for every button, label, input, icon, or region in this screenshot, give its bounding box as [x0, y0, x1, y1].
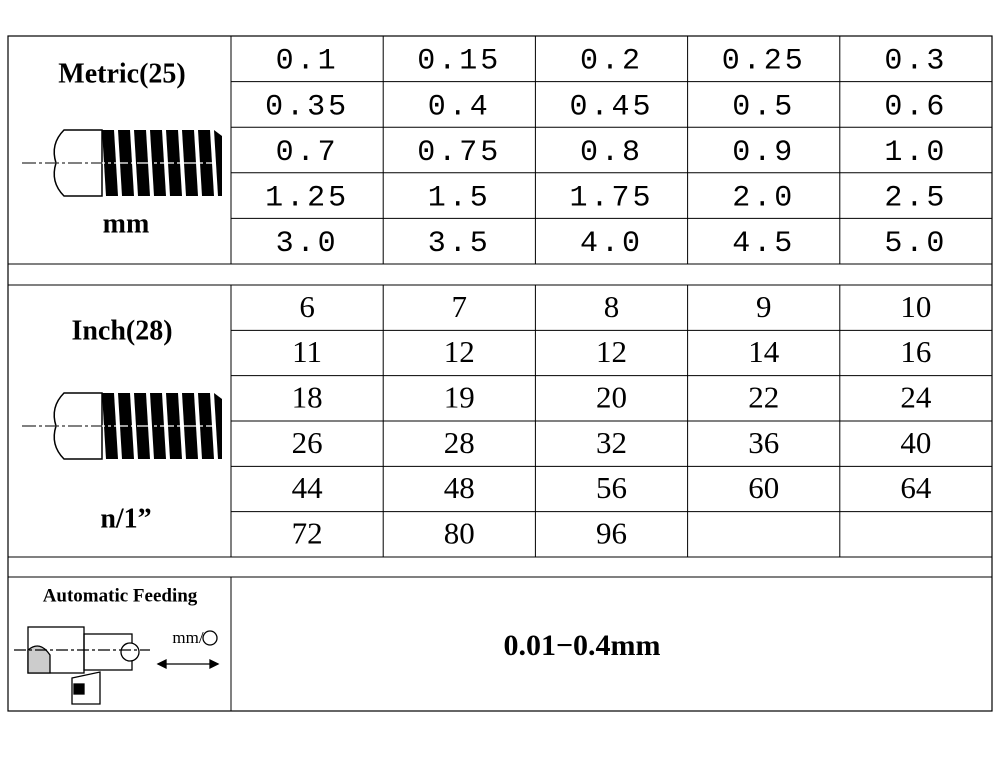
cell-value: 36: [748, 425, 779, 460]
cell-value: 14: [748, 334, 780, 369]
metric-thread-icon: [21, 129, 223, 197]
cell-value: 0.35: [265, 90, 349, 124]
cell-value: 0.5: [732, 90, 795, 124]
cell-value: 48: [444, 470, 475, 505]
cell-value: 12: [444, 334, 475, 369]
cell-value: 1.25: [265, 182, 349, 216]
feeding-icon: [14, 626, 220, 705]
section-unit: mm: [103, 208, 150, 239]
section-label: Metric(25): [58, 58, 185, 89]
cell-value: 0.1: [276, 45, 339, 79]
cell-value: 0.3: [884, 45, 947, 79]
section-label: Inch(28): [71, 315, 172, 346]
cell-value: 3.0: [276, 227, 339, 261]
feeding-value: 0.01−0.4mm: [503, 629, 660, 662]
cell-value: 4.5: [732, 227, 795, 261]
cell-value: 32: [596, 425, 627, 460]
cell-value: 0.8: [580, 136, 643, 170]
cell-value: 3.5: [428, 227, 491, 261]
section-unit: n/1”: [100, 503, 151, 534]
cell-value: 26: [292, 425, 323, 460]
cell-value: 11: [292, 334, 322, 369]
cell-value: 19: [444, 379, 475, 414]
cell-value: 18: [292, 379, 323, 414]
cell-value: 0.15: [417, 45, 501, 79]
inch-thread-icon: [21, 392, 223, 460]
cell-value: 0.45: [569, 90, 653, 124]
cell-value: 20: [596, 379, 627, 414]
cell-value: 7: [452, 289, 468, 324]
cell-value: 12: [596, 334, 627, 369]
feeding-label: Automatic Feeding: [43, 585, 198, 606]
cell-value: 8: [604, 289, 620, 324]
cell-value: 96: [596, 515, 627, 550]
cell-value: 0.4: [428, 90, 491, 124]
cell-value: 24: [900, 379, 932, 414]
cell-value: 0.6: [884, 90, 947, 124]
cell-value: 10: [900, 289, 931, 324]
cell-value: 6: [299, 289, 315, 324]
cell-value: 40: [900, 425, 931, 460]
cell-value: 56: [596, 470, 627, 505]
cell-value: 9: [756, 289, 772, 324]
cell-value: 64: [900, 470, 932, 505]
cell-value: 22: [748, 379, 779, 414]
cell-value: 2.5: [884, 182, 947, 216]
cell-value: 2.0: [732, 182, 795, 216]
cell-value: 0.75: [417, 136, 501, 170]
cell-value: 16: [900, 334, 931, 369]
cell-value: 4.0: [580, 227, 643, 261]
cell-value: 0.9: [732, 136, 795, 170]
cell-value: 0.7: [276, 136, 339, 170]
cell-value: 0.25: [722, 45, 806, 79]
cell-value: 60: [748, 470, 779, 505]
cell-value: 0.2: [580, 45, 643, 79]
cell-value: 44: [292, 470, 324, 505]
cell-value: 28: [444, 425, 475, 460]
cell-value: 1.75: [569, 182, 653, 216]
cell-value: 5.0: [884, 227, 947, 261]
feeding-icon-text: mm/: [172, 628, 203, 647]
cell-value: 72: [292, 515, 323, 550]
cell-value: 1.5: [428, 182, 491, 216]
cell-value: 80: [444, 515, 475, 550]
cell-value: 1.0: [884, 136, 947, 170]
